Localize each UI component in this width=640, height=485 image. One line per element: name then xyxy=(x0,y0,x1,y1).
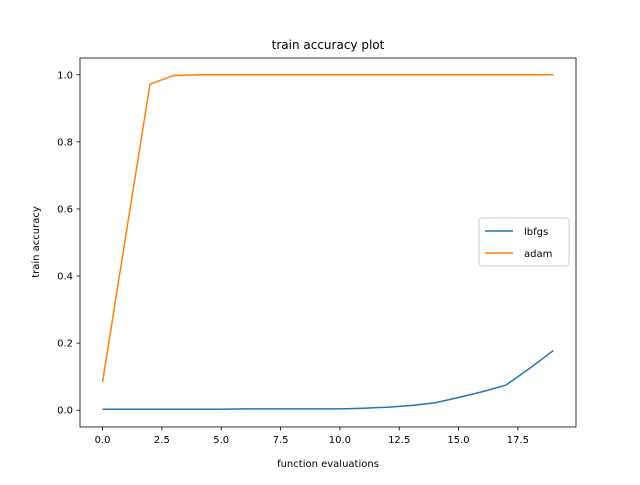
series-layer xyxy=(101,74,554,410)
legend-box xyxy=(478,217,570,267)
plot-frame xyxy=(79,57,577,428)
x-tick-label: 17.5 xyxy=(507,435,529,446)
y-tick-label: 1.0 xyxy=(57,70,73,81)
x-tick-label: 12.5 xyxy=(388,435,410,446)
y-axis-label: train accuracy xyxy=(31,206,42,278)
x-tick-label: 15.0 xyxy=(447,435,469,446)
y-tick-label: 0.2 xyxy=(57,339,73,350)
series-line-lbfgs xyxy=(102,349,554,410)
y-tick-label: 0.4 xyxy=(57,272,73,283)
x-tick-label: 7.5 xyxy=(273,435,289,446)
x-tick-label: 5.0 xyxy=(213,435,229,446)
chart-title: train accuracy plot xyxy=(272,38,385,52)
x-tick-label: 2.5 xyxy=(154,435,170,446)
y-tick-label: 0.0 xyxy=(57,406,73,417)
x-axis-ticks: 0.0 2.5 5.0 7.5 10.0 12.5 15.0 17.5 xyxy=(95,427,529,446)
series-line-adam xyxy=(101,74,554,383)
y-tick-label: 0.8 xyxy=(57,137,73,148)
y-axis-ticks: 0.0 0.2 0.4 0.6 0.8 1.0 xyxy=(57,70,80,417)
x-tick-label: 0.0 xyxy=(95,435,111,446)
x-tick-label: 10.0 xyxy=(329,435,351,446)
legend-label-adam: adam xyxy=(524,249,552,260)
legend: lbfgs adam xyxy=(478,217,570,267)
legend-label-lbfgs: lbfgs xyxy=(524,227,548,238)
y-tick-label: 0.6 xyxy=(57,204,73,215)
x-axis-label: function evaluations xyxy=(277,459,379,470)
